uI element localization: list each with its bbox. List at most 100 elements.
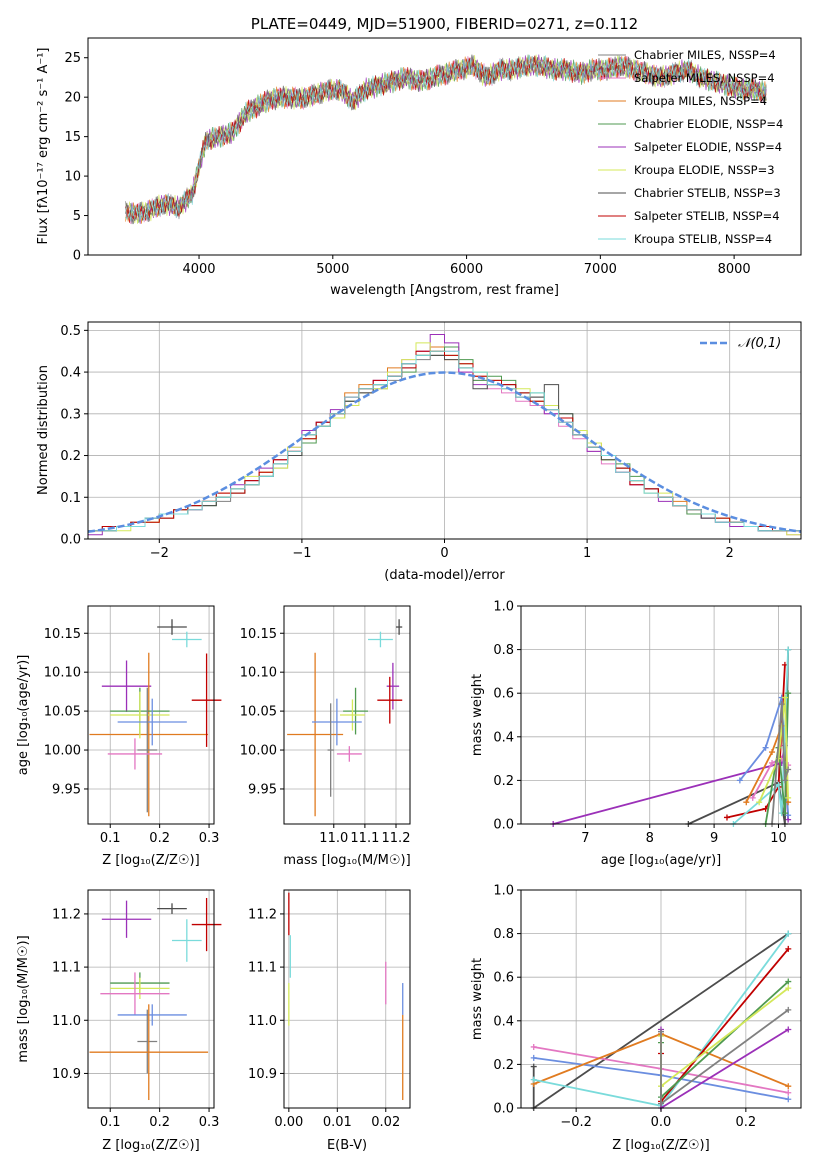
histogram-ylabel: Normed distribution xyxy=(36,365,51,495)
error-bar-point xyxy=(157,619,187,635)
error-bar-point xyxy=(89,1004,209,1101)
mass-weight-marker xyxy=(530,1043,537,1050)
y-tick-label: 0.2 xyxy=(493,774,514,789)
y-tick-label: 0.0 xyxy=(60,533,81,548)
y-tick-label: 0.3 xyxy=(60,407,81,422)
mass-weight-marker xyxy=(785,812,792,819)
mass-weight-marker xyxy=(530,1054,537,1061)
mass-weight-marker xyxy=(785,945,792,952)
y-tick-label: 0.0 xyxy=(493,818,514,833)
spectrum-series-line xyxy=(125,54,767,222)
histogram-panel: −2 −1 0 1 2 0.0 0.1 0.2 0.3 0.4 0.5 (data-model)/e… xyxy=(36,321,802,583)
normal-curve xyxy=(87,371,802,533)
error-bar-point xyxy=(137,1009,158,1074)
x-tick-label: 0 xyxy=(440,546,448,561)
mass-weight-marker xyxy=(743,799,750,806)
age-vs-mass-xlabel: mass [log₁₀(M/M☉)] xyxy=(283,853,410,868)
mass-weight-marker xyxy=(785,1089,792,1096)
mass-weight-marker xyxy=(658,1100,664,1107)
y-tick-label: 10.10 xyxy=(240,666,277,681)
mass-weight-marker xyxy=(785,1026,792,1033)
mass-weight-vs-z-ylabel: mass weight xyxy=(470,958,485,1040)
error-bar-point xyxy=(172,919,202,962)
legend-label: Salpeter ELODIE, NSSP=4 xyxy=(634,140,782,154)
x-tick-label: −2 xyxy=(150,546,169,561)
x-tick-label: 10 xyxy=(770,831,787,846)
mass-vs-ebv-xlabel: E(B-V) xyxy=(327,1138,367,1153)
y-tick-label: 10.15 xyxy=(44,627,81,642)
spectrum-xlabel: wavelength [Angstrom, rest frame] xyxy=(330,283,559,298)
age-vs-z-panel: 0.1 0.2 0.3 9.95 10.00 10.05 10.10 10.15 Z [log… xyxy=(16,605,222,868)
mass-weight-vs-age-panel: 7 8 9 10 0.0 0.2 0.4 0.6 0.8 1.0 age [log₁₀(age/y… xyxy=(470,600,802,868)
x-tick-label: 11.2 xyxy=(382,831,411,846)
mass-weight-vs-z-panel: −0.2 0.0 0.2 0.0 0.2 0.4 0.6 0.8 1.0 Z [log₁₀(Z/… xyxy=(470,884,802,1153)
error-bar-point xyxy=(191,653,222,747)
error-bar-point xyxy=(368,631,393,648)
y-tick-label: 0.6 xyxy=(493,971,514,986)
mass-weight-series xyxy=(660,980,789,1100)
age-vs-z-ylabel: age [log₁₀(age/yr)] xyxy=(16,655,31,776)
age-vs-z-xlabel: Z [log₁₀(Z/Z☉)] xyxy=(102,853,199,868)
mass-weight-marker xyxy=(769,749,776,756)
mass-weight-marker xyxy=(658,1028,664,1035)
legend-label: Chabrier STELIB, NSSP=3 xyxy=(634,186,781,200)
error-bar-point xyxy=(117,1004,187,1026)
x-tick-label: 0.02 xyxy=(371,1115,400,1130)
mass-weight-marker xyxy=(785,978,792,985)
y-tick-label: 0.0 xyxy=(493,1102,514,1117)
error-bar-point xyxy=(157,903,187,914)
y-tick-label: 10.10 xyxy=(44,666,81,681)
legend-label: Kroupa ELODIE, NSSP=3 xyxy=(634,163,775,177)
error-bar-point xyxy=(287,652,344,817)
y-tick-label: 9.95 xyxy=(248,782,277,797)
y-tick-label: 11.2 xyxy=(52,907,81,922)
mass-vs-z-ylabel: mass [log₁₀(M/M☉)] xyxy=(16,935,31,1062)
error-bar-point xyxy=(172,631,202,648)
y-tick-label: 1.0 xyxy=(493,884,514,899)
error-bar-point xyxy=(336,746,362,762)
y-tick-label: 0.4 xyxy=(493,1014,514,1029)
x-tick-label: 0.1 xyxy=(100,831,121,846)
y-tick-label: 10.05 xyxy=(44,705,81,720)
x-tick-label: 5000 xyxy=(316,262,349,277)
x-tick-label: 2 xyxy=(726,546,734,561)
spectrum-panel: 4000 5000 6000 7000 8000 0 5 10 15 20 25 PLATE=044… xyxy=(36,15,802,298)
x-tick-label: 4000 xyxy=(182,262,215,277)
y-tick-label: 10.00 xyxy=(44,744,81,759)
mass-weight-series xyxy=(771,704,789,825)
y-tick-label: 10.9 xyxy=(52,1067,81,1082)
x-tick-label: 1 xyxy=(583,546,591,561)
y-tick-label: 10 xyxy=(64,170,81,185)
x-tick-label: 7 xyxy=(581,831,589,846)
spectrum-ylabel: Flux [fλ10⁻¹⁷ erg cm⁻² s⁻¹ A⁻¹] xyxy=(36,48,51,245)
y-tick-label: 20 xyxy=(64,91,81,106)
mass-weight-vs-age-xlabel: age [log₁₀(age/yr)] xyxy=(601,853,722,868)
error-bar-point xyxy=(377,676,403,724)
legend-label: Kroupa STELIB, NSSP=4 xyxy=(634,232,772,246)
mass-weight-marker xyxy=(785,985,792,992)
x-tick-label: −0.2 xyxy=(560,1115,592,1130)
y-tick-label: 0.5 xyxy=(60,324,81,339)
mass-weight-series xyxy=(758,697,789,803)
error-bar-point xyxy=(396,619,403,635)
x-tick-label: 0.3 xyxy=(199,831,220,846)
error-bar-point xyxy=(110,977,170,999)
normal-legend: 𝒩(0,1) xyxy=(700,336,781,351)
mass-weight-marker xyxy=(762,744,769,751)
mass-vs-z-xlabel: Z [log₁₀(Z/Z☉)] xyxy=(102,1138,199,1153)
histogram-series xyxy=(87,350,802,539)
spectrum-series-line xyxy=(125,54,767,225)
y-tick-label: 25 xyxy=(64,51,81,66)
y-tick-label: 0.4 xyxy=(493,730,514,745)
x-tick-label: 0.00 xyxy=(274,1115,303,1130)
normal-legend-label: 𝒩(0,1) xyxy=(738,336,781,351)
mass-weight-marker xyxy=(785,646,792,653)
y-tick-label: 10.15 xyxy=(240,627,277,642)
mass-weight-marker xyxy=(775,781,782,788)
y-tick-label: 0.6 xyxy=(493,687,514,702)
mass-weight-marker xyxy=(781,810,788,817)
x-tick-label: 7000 xyxy=(584,262,617,277)
mass-weight-marker xyxy=(769,759,776,766)
y-tick-label: 0.8 xyxy=(493,643,514,658)
legend-label: Chabrier ELODIE, NSSP=4 xyxy=(634,117,783,131)
